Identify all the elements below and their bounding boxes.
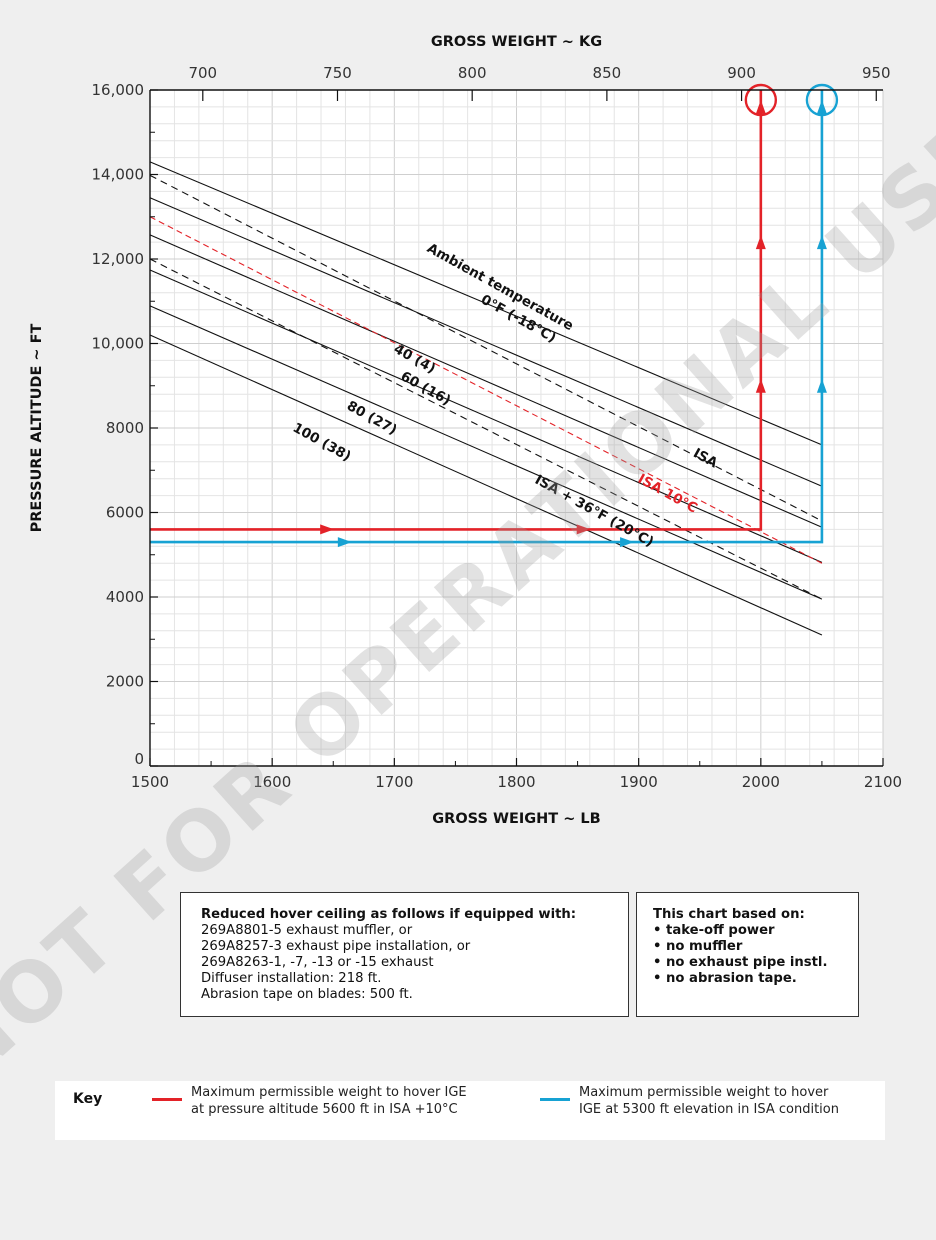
x2-tick-label: 900: [727, 64, 756, 82]
x-tick-label: 1900: [620, 773, 658, 791]
y-tick-label: 6000: [106, 504, 144, 522]
route-arrow: [337, 537, 352, 548]
route-arrow: [816, 378, 827, 393]
series-line: [149, 216, 823, 564]
y-tick-label: 8000: [106, 419, 144, 437]
series-line: [149, 197, 823, 487]
y-tick-label: 4000: [106, 588, 144, 606]
route-end-circle: [805, 83, 839, 117]
route-paths: [150, 83, 839, 548]
y-tick-label: 10,000: [92, 335, 145, 353]
equipment-note-line: 269A8257-3 exhaust pipe installation, or: [201, 939, 471, 954]
equipment-note: Reduced hover ceiling as follows if equi…: [180, 892, 629, 1017]
route-arrow: [576, 524, 591, 535]
y-tick-label: 2000: [106, 673, 144, 691]
basis-note-heading: This chart based on:: [653, 907, 805, 922]
equipment-note-heading: Reduced hover ceiling as follows if equi…: [201, 907, 577, 922]
key-red-swatch: [152, 1098, 182, 1101]
route-arrow: [320, 524, 335, 535]
series-line: [149, 234, 823, 528]
x2-axis-title: GROSS WEIGHT ~ KG: [431, 34, 602, 50]
equipment-note-line: Abrasion tape on blades: 500 ft.: [201, 987, 413, 1002]
route-arrow: [816, 99, 827, 114]
x-tick-label: 1800: [497, 773, 535, 791]
key-blue-text: Maximum permissible weight to hover IGE …: [579, 1084, 839, 1118]
x2-tick-label: 700: [188, 64, 217, 82]
y-tick-label: 16,000: [92, 81, 145, 99]
key-legend: Key Maximum permissible weight to hover …: [55, 1081, 885, 1140]
route-arrow: [755, 235, 766, 250]
series-line: [149, 305, 823, 600]
route-arrow: [755, 99, 766, 114]
key-blue-line: Maximum permissible weight to hover: [579, 1085, 829, 1100]
series-line: [149, 174, 823, 522]
y-tick-label: 14,000: [92, 166, 145, 184]
key-red-line: at pressure altitude 5600 ft in ISA +10°…: [191, 1102, 458, 1117]
route-arrow: [816, 235, 827, 250]
route-end-circle: [744, 83, 778, 117]
key-title: Key: [73, 1091, 103, 1107]
route-arrow: [755, 378, 766, 393]
x2-tick-label: 800: [458, 64, 487, 82]
x-tick-label: 2000: [742, 773, 780, 791]
x2-tick-label: 750: [323, 64, 352, 82]
x-tick-label: 1700: [375, 773, 413, 791]
x2-tick-label: 850: [593, 64, 622, 82]
y-tick-label: 12,000: [92, 250, 145, 268]
basis-note-item: • no abrasion tape.: [653, 971, 797, 986]
axes: 1500 1600 1700 1800 1900 2000 2100 0 2000 4000 600…: [29, 34, 902, 827]
x2-tick-label: 950: [862, 64, 891, 82]
key-blue-swatch: [540, 1098, 570, 1101]
basis-note: This chart based on: • take-off power • …: [636, 892, 859, 1017]
equipment-note-line: 269A8263-1, -7, -13 or -15 exhaust: [201, 955, 434, 970]
key-red-text: Maximum permissible weight to hover IGE …: [191, 1084, 467, 1118]
x-axis-title: GROSS WEIGHT ~ LB: [432, 811, 600, 827]
grid: [149, 89, 884, 767]
basis-note-item: • no muffler: [653, 939, 743, 954]
series-line: [149, 161, 823, 446]
series-line: [149, 269, 823, 563]
y-axis-title: PRESSURE ALTITUDE ~ FT: [29, 323, 45, 532]
basis-note-item: • take-off power: [653, 923, 775, 938]
x-tick-label: 1600: [253, 773, 291, 791]
x-tick-label: 2100: [864, 773, 902, 791]
x-tick-label: 1500: [131, 773, 169, 791]
series-layer: [149, 161, 823, 636]
series-line: [149, 334, 823, 636]
equipment-note-line: Diffuser installation: 218 ft.: [201, 971, 382, 986]
y-tick-label: 0: [134, 750, 144, 768]
key-red-line: Maximum permissible weight to hover IGE: [191, 1085, 467, 1100]
basis-note-item: • no exhaust pipe instl.: [653, 955, 828, 970]
route-arrow: [620, 537, 635, 548]
equipment-note-line: 269A8801-5 exhaust muffler, or: [201, 923, 413, 938]
key-blue-line: IGE at 5300 ft elevation in ISA conditio…: [579, 1102, 839, 1117]
